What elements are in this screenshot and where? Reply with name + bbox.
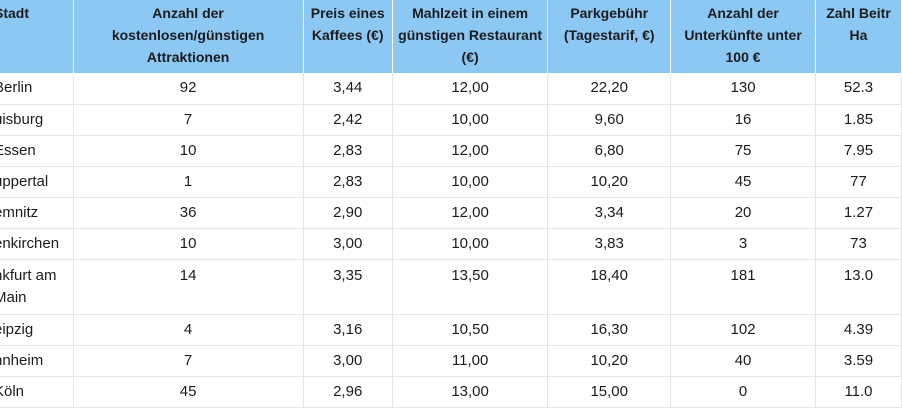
cell-coffee: 3,16: [303, 314, 393, 346]
cell-parking: 10,20: [547, 345, 672, 377]
cell-city: Essen: [0, 135, 74, 167]
cell-parking: 3,83: [547, 228, 672, 260]
cell-city: Köln: [0, 376, 74, 408]
cell-meal: 10,00: [392, 104, 549, 136]
cell-posts: 3.59: [815, 345, 902, 377]
cell-accommodations: 45: [670, 166, 816, 198]
table-row: Köln 45 2,96 13,00 15,00 0 11.0: [0, 376, 902, 408]
cell-attractions: 92: [73, 73, 304, 105]
header-city: Stadt: [0, 0, 74, 73]
cell-coffee: 2,83: [303, 166, 393, 198]
header-accommodations: Anzahl der Unterkünfte unter 100 €: [670, 0, 816, 73]
cell-accommodations: 102: [670, 314, 816, 346]
cell-city: uppertal: [0, 166, 74, 198]
cell-posts: 73: [815, 228, 902, 260]
cell-attractions: 4: [73, 314, 304, 346]
cell-attractions: 1: [73, 166, 304, 198]
header-parking-fee: Parkgebühr (Tagestarif, €): [547, 0, 672, 73]
cell-coffee: 3,00: [303, 228, 393, 260]
cell-posts: 1.27: [815, 197, 902, 229]
table-row: eipzig 4 3,16 10,50 16,30 102 4.39: [0, 314, 902, 346]
cell-meal: 11,00: [392, 345, 549, 377]
cell-accommodations: 75: [670, 135, 816, 167]
cell-coffee: 3,00: [303, 345, 393, 377]
cell-attractions: 7: [73, 345, 304, 377]
cell-parking: 15,00: [547, 376, 672, 408]
cell-city: Berlin: [0, 73, 74, 105]
cell-accommodations: 40: [670, 345, 816, 377]
cell-attractions: 7: [73, 104, 304, 136]
table-row: nnheim 7 3,00 11,00 10,20 40 3.59: [0, 345, 902, 377]
cell-city: eipzig: [0, 314, 74, 346]
cell-accommodations: 16: [670, 104, 816, 136]
cell-meal: 13,00: [392, 376, 549, 408]
cell-parking: 6,80: [547, 135, 672, 167]
cell-accommodations: 0: [670, 376, 816, 408]
cell-parking: 18,40: [547, 259, 672, 315]
cell-meal: 10,00: [392, 166, 549, 198]
cell-attractions: 10: [73, 228, 304, 260]
cell-coffee: 2,90: [303, 197, 393, 229]
cell-coffee: 2,83: [303, 135, 393, 167]
cell-attractions: 14: [73, 259, 304, 315]
table-row: uisburg 7 2,42 10,00 9,60 16 1.85: [0, 104, 902, 136]
cell-meal: 10,50: [392, 314, 549, 346]
cell-coffee: 3,35: [303, 259, 393, 315]
cell-meal: 13,50: [392, 259, 549, 315]
cell-city: enkirchen: [0, 228, 74, 260]
cell-posts: 52.3: [815, 73, 902, 105]
cell-parking: 3,34: [547, 197, 672, 229]
cell-attractions: 36: [73, 197, 304, 229]
cell-posts: 77: [815, 166, 902, 198]
table-row: emnitz 36 2,90 12,00 3,34 20 1.27: [0, 197, 902, 229]
header-meal-price: Mahlzeit in einem günstigen Restaurant (…: [392, 0, 549, 73]
cell-meal: 12,00: [392, 135, 549, 167]
cell-meal: 12,00: [392, 197, 549, 229]
cell-posts: 4.39: [815, 314, 902, 346]
table-row: uppertal 1 2,83 10,00 10,20 45 77: [0, 166, 902, 198]
cell-posts: 11.0: [815, 376, 902, 408]
header-coffee-price: Preis eines Kaffees (€): [303, 0, 393, 73]
cell-parking: 9,60: [547, 104, 672, 136]
cell-parking: 16,30: [547, 314, 672, 346]
header-posts: Zahl Beitr Ha: [815, 0, 902, 73]
cell-parking: 22,20: [547, 73, 672, 105]
cell-city: emnitz: [0, 197, 74, 229]
cell-city: nkfurt am Main: [0, 259, 74, 315]
cell-accommodations: 130: [670, 73, 816, 105]
cell-attractions: 10: [73, 135, 304, 167]
table-row: Berlin 92 3,44 12,00 22,20 130 52.3: [0, 73, 902, 105]
cell-posts: 7.95: [815, 135, 902, 167]
table-row: enkirchen 10 3,00 10,00 3,83 3 73: [0, 228, 902, 260]
cell-accommodations: 20: [670, 197, 816, 229]
cell-meal: 10,00: [392, 228, 549, 260]
table-row: nkfurt am Main 14 3,35 13,50 18,40 181 1…: [0, 259, 902, 315]
cell-attractions: 45: [73, 376, 304, 408]
cell-city: uisburg: [0, 104, 74, 136]
cell-city: nnheim: [0, 345, 74, 377]
cell-parking: 10,20: [547, 166, 672, 198]
header-attractions: Anzahl der kostenlosen/günstigen Attrakt…: [73, 0, 304, 73]
cell-coffee: 2,42: [303, 104, 393, 136]
cell-accommodations: 3: [670, 228, 816, 260]
cell-coffee: 3,44: [303, 73, 393, 105]
cell-posts: 13.0: [815, 259, 902, 315]
cell-accommodations: 181: [670, 259, 816, 315]
cell-coffee: 2,96: [303, 376, 393, 408]
header-row: Stadt Anzahl der kostenlosen/günstigen A…: [0, 0, 902, 73]
cell-meal: 12,00: [392, 73, 549, 105]
cell-posts: 1.85: [815, 104, 902, 136]
table-row: Essen 10 2,83 12,00 6,80 75 7.95: [0, 135, 902, 167]
